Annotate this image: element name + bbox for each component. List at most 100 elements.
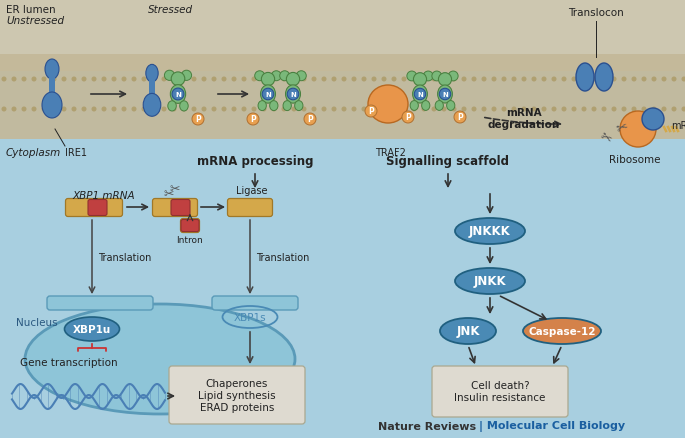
Ellipse shape (438, 86, 452, 104)
Ellipse shape (182, 71, 192, 81)
Circle shape (371, 107, 377, 112)
Circle shape (501, 107, 506, 112)
Text: | Molecular Cell Biology: | Molecular Cell Biology (479, 420, 625, 431)
Circle shape (412, 78, 416, 82)
Ellipse shape (432, 72, 442, 82)
Circle shape (542, 107, 547, 112)
Circle shape (421, 78, 427, 82)
Circle shape (651, 107, 656, 112)
Text: Cytoplasm: Cytoplasm (6, 148, 61, 158)
Circle shape (451, 78, 456, 82)
Text: XBP1 mRNA: XBP1 mRNA (72, 191, 135, 201)
Circle shape (401, 107, 406, 112)
Text: mRNA
degradation: mRNA degradation (488, 108, 560, 129)
Ellipse shape (440, 318, 496, 344)
Circle shape (201, 107, 206, 112)
Ellipse shape (143, 94, 161, 117)
Circle shape (671, 107, 677, 112)
Text: mRNA: mRNA (671, 121, 685, 131)
Circle shape (301, 78, 306, 82)
Circle shape (351, 78, 356, 82)
Text: ER lumen: ER lumen (6, 5, 55, 15)
Ellipse shape (42, 93, 62, 119)
Ellipse shape (414, 74, 427, 87)
Ellipse shape (595, 64, 613, 92)
Circle shape (171, 78, 177, 82)
Ellipse shape (64, 317, 119, 341)
Ellipse shape (286, 86, 301, 104)
Circle shape (471, 107, 477, 112)
Bar (0, 0, 685, 72)
Ellipse shape (295, 102, 303, 111)
Circle shape (362, 78, 366, 82)
Ellipse shape (447, 101, 455, 111)
Text: Ligase: Ligase (236, 186, 268, 195)
Text: N: N (175, 92, 181, 98)
Circle shape (321, 107, 327, 112)
Circle shape (312, 107, 316, 112)
Circle shape (21, 78, 27, 82)
Text: TRAF2: TRAF2 (375, 148, 406, 158)
Circle shape (304, 114, 316, 126)
Circle shape (382, 78, 386, 82)
Circle shape (414, 89, 426, 100)
FancyBboxPatch shape (169, 366, 305, 424)
Circle shape (501, 78, 506, 82)
Circle shape (221, 78, 227, 82)
Circle shape (172, 89, 184, 101)
Ellipse shape (438, 74, 451, 87)
Text: ✂: ✂ (597, 129, 614, 147)
Circle shape (92, 107, 97, 112)
Circle shape (365, 106, 377, 118)
Circle shape (521, 107, 527, 112)
Ellipse shape (410, 101, 419, 111)
Circle shape (362, 107, 366, 112)
Circle shape (42, 78, 47, 82)
Text: P: P (457, 113, 463, 122)
Text: P: P (307, 115, 313, 124)
Circle shape (51, 107, 56, 112)
Circle shape (641, 107, 647, 112)
Circle shape (482, 107, 486, 112)
Text: Nucleus: Nucleus (16, 317, 58, 327)
Circle shape (201, 78, 206, 82)
Circle shape (551, 107, 556, 112)
FancyBboxPatch shape (181, 219, 199, 233)
Text: N: N (265, 92, 271, 98)
Ellipse shape (448, 72, 458, 82)
Ellipse shape (262, 73, 275, 86)
Circle shape (262, 89, 274, 101)
Ellipse shape (455, 219, 525, 244)
Circle shape (451, 107, 456, 112)
Circle shape (212, 107, 216, 112)
Ellipse shape (164, 71, 175, 81)
Text: Translation: Translation (98, 252, 151, 262)
Circle shape (621, 107, 627, 112)
Circle shape (162, 78, 166, 82)
FancyBboxPatch shape (181, 220, 199, 232)
Ellipse shape (255, 71, 264, 81)
Circle shape (454, 112, 466, 124)
Text: Chaperones
Lipid synthesis
ERAD proteins: Chaperones Lipid synthesis ERAD proteins (198, 378, 276, 412)
Ellipse shape (171, 73, 185, 86)
Circle shape (212, 78, 216, 82)
FancyBboxPatch shape (171, 200, 190, 216)
Circle shape (132, 107, 136, 112)
Text: Translocon: Translocon (568, 8, 624, 18)
Circle shape (151, 78, 156, 82)
Circle shape (192, 78, 197, 82)
Ellipse shape (279, 71, 290, 81)
Circle shape (321, 78, 327, 82)
Circle shape (42, 107, 47, 112)
Circle shape (582, 78, 586, 82)
Circle shape (601, 107, 606, 112)
Ellipse shape (407, 72, 416, 82)
Circle shape (432, 78, 436, 82)
Circle shape (162, 107, 166, 112)
Circle shape (251, 107, 256, 112)
Circle shape (682, 78, 685, 82)
FancyBboxPatch shape (153, 199, 197, 217)
Circle shape (571, 78, 577, 82)
Circle shape (521, 78, 527, 82)
Circle shape (32, 107, 36, 112)
